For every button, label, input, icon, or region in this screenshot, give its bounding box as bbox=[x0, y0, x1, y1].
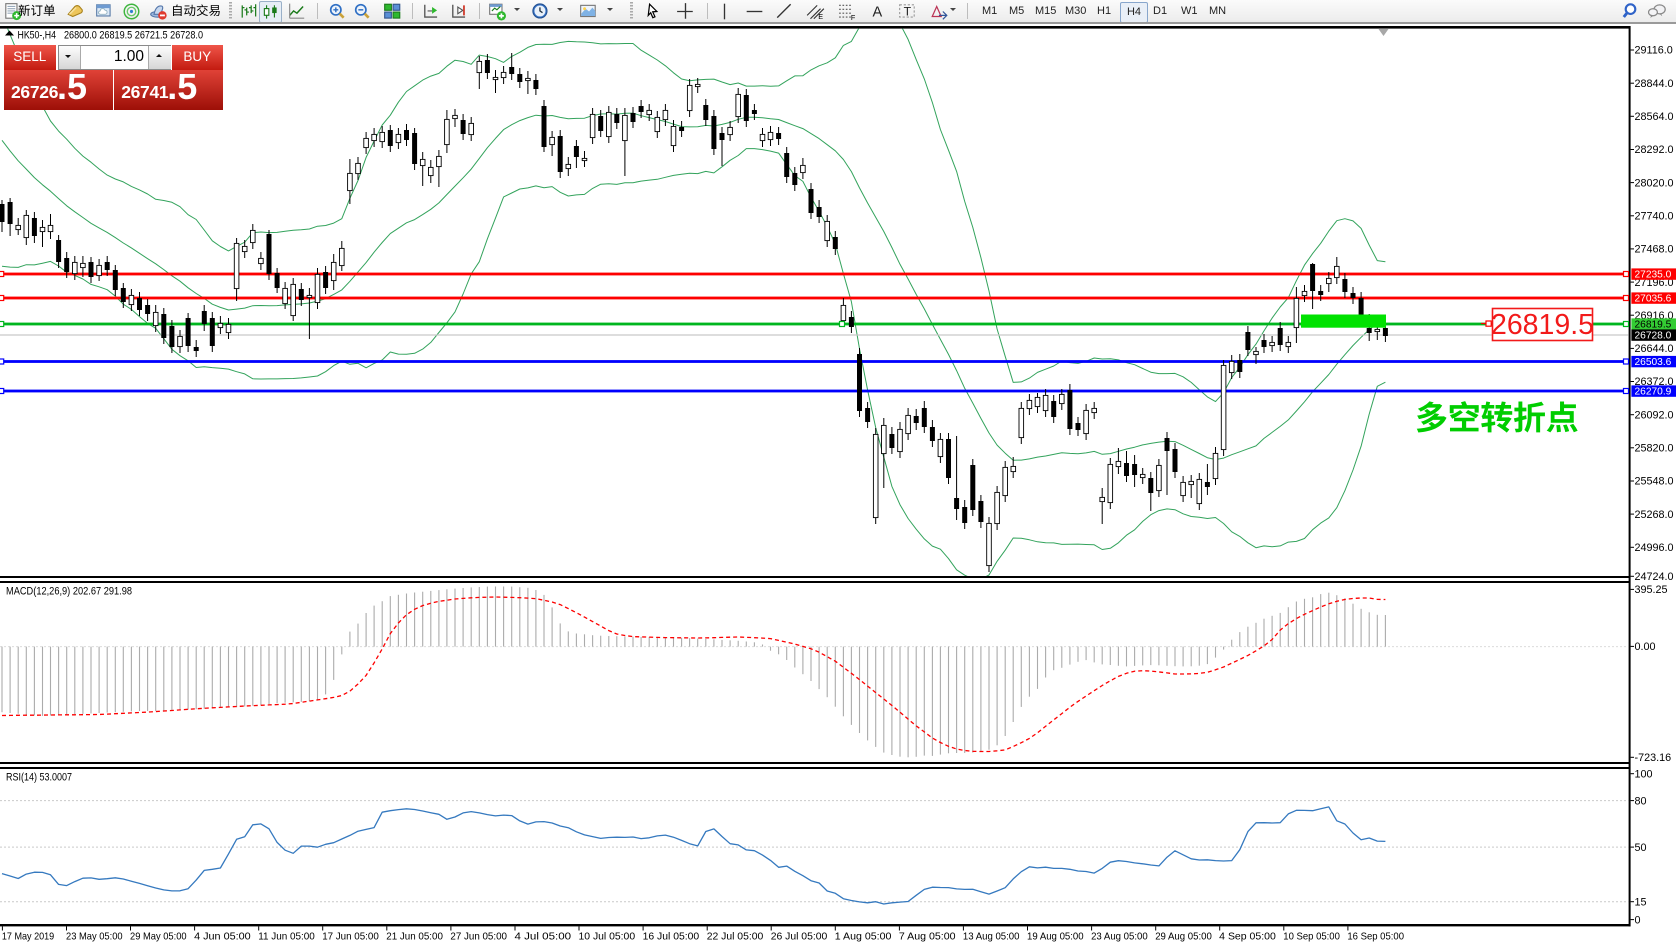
svg-text:11 Jun 05:00: 11 Jun 05:00 bbox=[258, 932, 315, 943]
svg-text:4 Sep 05:00: 4 Sep 05:00 bbox=[1219, 932, 1276, 943]
svg-text:26 Jul 05:00: 26 Jul 05:00 bbox=[771, 932, 828, 943]
svg-text:RSI(14) 53.0007: RSI(14) 53.0007 bbox=[6, 772, 72, 784]
svg-text:28020.0: 28020.0 bbox=[1635, 177, 1674, 189]
svg-text:27035.6: 27035.6 bbox=[1635, 294, 1672, 305]
svg-text:26800.0 26819.5 26721.5 26728.: 26800.0 26819.5 26721.5 26728.0 bbox=[64, 29, 203, 41]
svg-text:23 May 05:00: 23 May 05:00 bbox=[66, 932, 123, 943]
svg-text:25268.0: 25268.0 bbox=[1635, 509, 1674, 521]
svg-text:16 Jul 05:00: 16 Jul 05:00 bbox=[643, 932, 700, 943]
svg-text:13 Aug 05:00: 13 Aug 05:00 bbox=[963, 932, 1020, 943]
svg-text:19 Aug 05:00: 19 Aug 05:00 bbox=[1027, 932, 1084, 943]
svg-text:27740.0: 27740.0 bbox=[1635, 211, 1674, 223]
svg-text:7 Aug 05:00: 7 Aug 05:00 bbox=[899, 932, 956, 943]
svg-text:21 Jun 05:00: 21 Jun 05:00 bbox=[386, 932, 443, 943]
svg-text:MACD(12,26,9) 202.67 291.98: MACD(12,26,9) 202.67 291.98 bbox=[6, 586, 132, 598]
svg-text:28564.0: 28564.0 bbox=[1635, 111, 1674, 123]
svg-text:A: A bbox=[872, 5, 882, 21]
svg-text:17 Jun 05:00: 17 Jun 05:00 bbox=[322, 932, 379, 943]
svg-text:27235.0: 27235.0 bbox=[1635, 270, 1672, 281]
svg-text:10 Jul 05:00: 10 Jul 05:00 bbox=[579, 932, 636, 943]
svg-text:4 Jun 05:00: 4 Jun 05:00 bbox=[194, 932, 251, 943]
svg-text:29116.0: 29116.0 bbox=[1635, 45, 1673, 57]
svg-text:15: 15 bbox=[1635, 896, 1647, 908]
svg-text:26372.0: 26372.0 bbox=[1635, 376, 1674, 388]
svg-text:27468.0: 27468.0 bbox=[1635, 244, 1674, 256]
svg-text:F: F bbox=[851, 13, 856, 21]
svg-text:16 Sep 05:00: 16 Sep 05:00 bbox=[1347, 932, 1404, 943]
svg-text:29 Aug 05:00: 29 Aug 05:00 bbox=[1155, 932, 1212, 943]
svg-text:HK50-,H4: HK50-,H4 bbox=[18, 29, 57, 41]
svg-text:E: E bbox=[818, 12, 823, 21]
svg-text:22 Jul 05:00: 22 Jul 05:00 bbox=[707, 932, 764, 943]
svg-text:-723.16: -723.16 bbox=[1635, 752, 1672, 764]
svg-text:26819.5: 26819.5 bbox=[1635, 320, 1672, 331]
svg-text:28292.0: 28292.0 bbox=[1635, 144, 1674, 156]
svg-text:26728.0: 26728.0 bbox=[1635, 331, 1672, 342]
svg-text:26092.0: 26092.0 bbox=[1635, 409, 1674, 421]
svg-text:25548.0: 25548.0 bbox=[1635, 476, 1674, 488]
svg-text:395.25: 395.25 bbox=[1635, 584, 1668, 596]
svg-text:28844.0: 28844.0 bbox=[1635, 78, 1674, 90]
svg-text:26819.5: 26819.5 bbox=[1491, 309, 1594, 341]
svg-text:29 May 05:00: 29 May 05:00 bbox=[130, 932, 187, 943]
svg-text:80: 80 bbox=[1635, 795, 1647, 807]
svg-text:26503.6: 26503.6 bbox=[1635, 357, 1672, 368]
svg-text:1 Aug 05:00: 1 Aug 05:00 bbox=[835, 932, 892, 943]
svg-text:26270.9: 26270.9 bbox=[1635, 387, 1672, 398]
svg-text:4 Jul 05:00: 4 Jul 05:00 bbox=[515, 932, 572, 943]
svg-text:50: 50 bbox=[1635, 842, 1647, 854]
svg-text:24724.0: 24724.0 bbox=[1635, 571, 1674, 583]
svg-text:0: 0 bbox=[1635, 914, 1641, 926]
svg-text:24996.0: 24996.0 bbox=[1635, 542, 1674, 554]
svg-text:T: T bbox=[904, 4, 912, 18]
svg-text:25820.0: 25820.0 bbox=[1635, 443, 1674, 455]
svg-text:17 May 2019: 17 May 2019 bbox=[2, 932, 54, 943]
svg-text:26644.0: 26644.0 bbox=[1635, 343, 1674, 355]
svg-text:0.00: 0.00 bbox=[1635, 641, 1656, 653]
svg-text:27 Jun 05:00: 27 Jun 05:00 bbox=[450, 932, 507, 943]
svg-text:10 Sep 05:00: 10 Sep 05:00 bbox=[1283, 932, 1340, 943]
svg-text:100: 100 bbox=[1635, 768, 1653, 780]
svg-text:23 Aug 05:00: 23 Aug 05:00 bbox=[1091, 932, 1148, 943]
